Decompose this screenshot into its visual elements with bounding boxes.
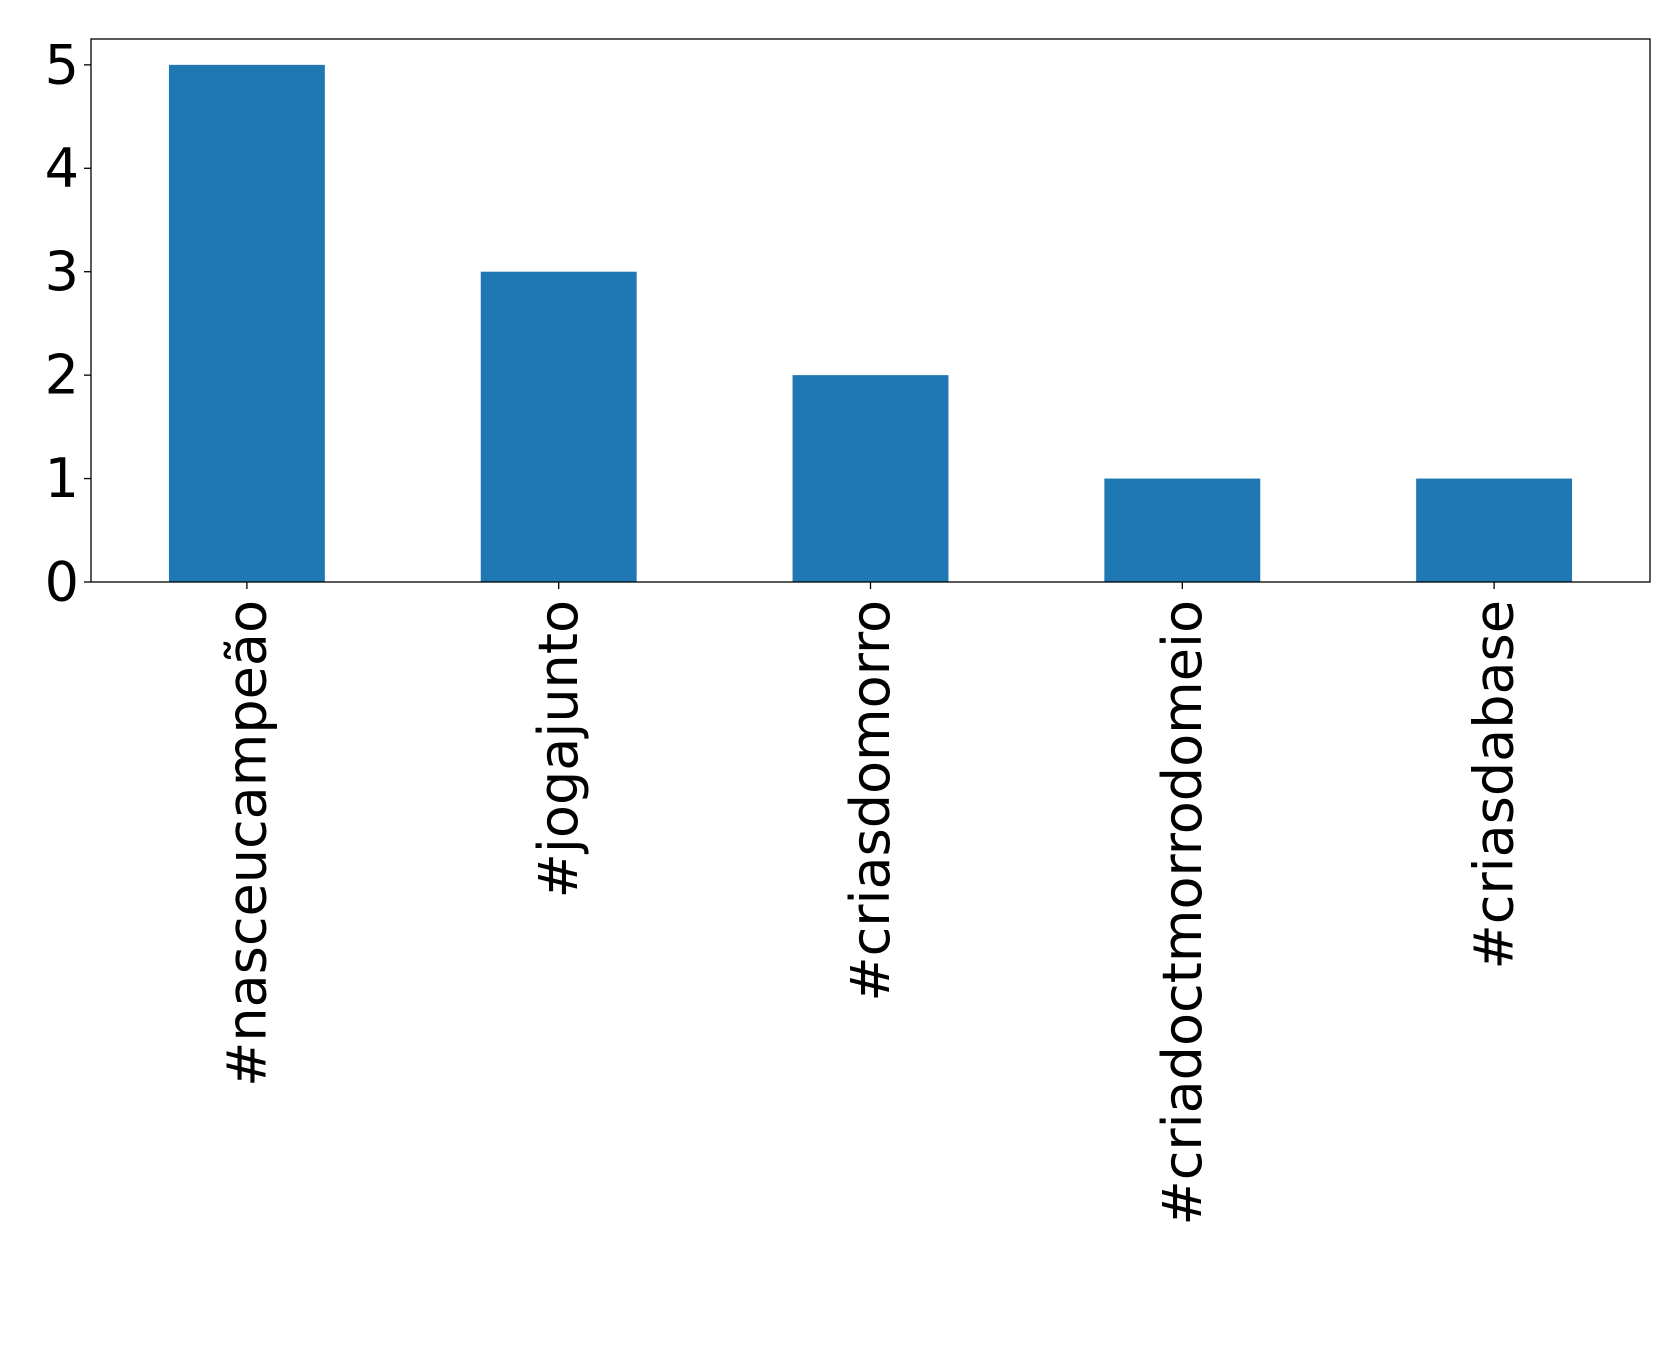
x-tick-label: #jogajunto: [527, 600, 590, 898]
y-tick-label: 4: [45, 137, 79, 200]
ticks-layer: #nasceucampeão #jogajunto #criasdomorro #cr…: [45, 33, 1526, 1225]
x-tick-label: #nasceucampeão: [215, 600, 278, 1087]
y-tick-label: 2: [45, 344, 79, 407]
bar-criasdabase: [1416, 478, 1573, 582]
x-tick-label: #criasdomorro: [839, 600, 902, 1002]
y-tick-label: 1: [45, 447, 79, 510]
y-tick-label: 0: [45, 551, 79, 614]
bar-nasceucampe-o: [168, 64, 325, 583]
bar-jogajunto: [480, 271, 637, 582]
plot-area-frame: [90, 38, 1651, 583]
bar-criasdomorro: [792, 375, 949, 582]
x-tick-label: #criasdabase: [1463, 600, 1526, 969]
bar-criadoctmorrodomeio: [1104, 478, 1261, 582]
x-tick-label: #criadoctmorrodomeio: [1151, 600, 1214, 1226]
y-tick-label: 5: [45, 33, 79, 96]
y-tick-label: 3: [45, 240, 79, 303]
bars-layer: [168, 64, 1573, 583]
